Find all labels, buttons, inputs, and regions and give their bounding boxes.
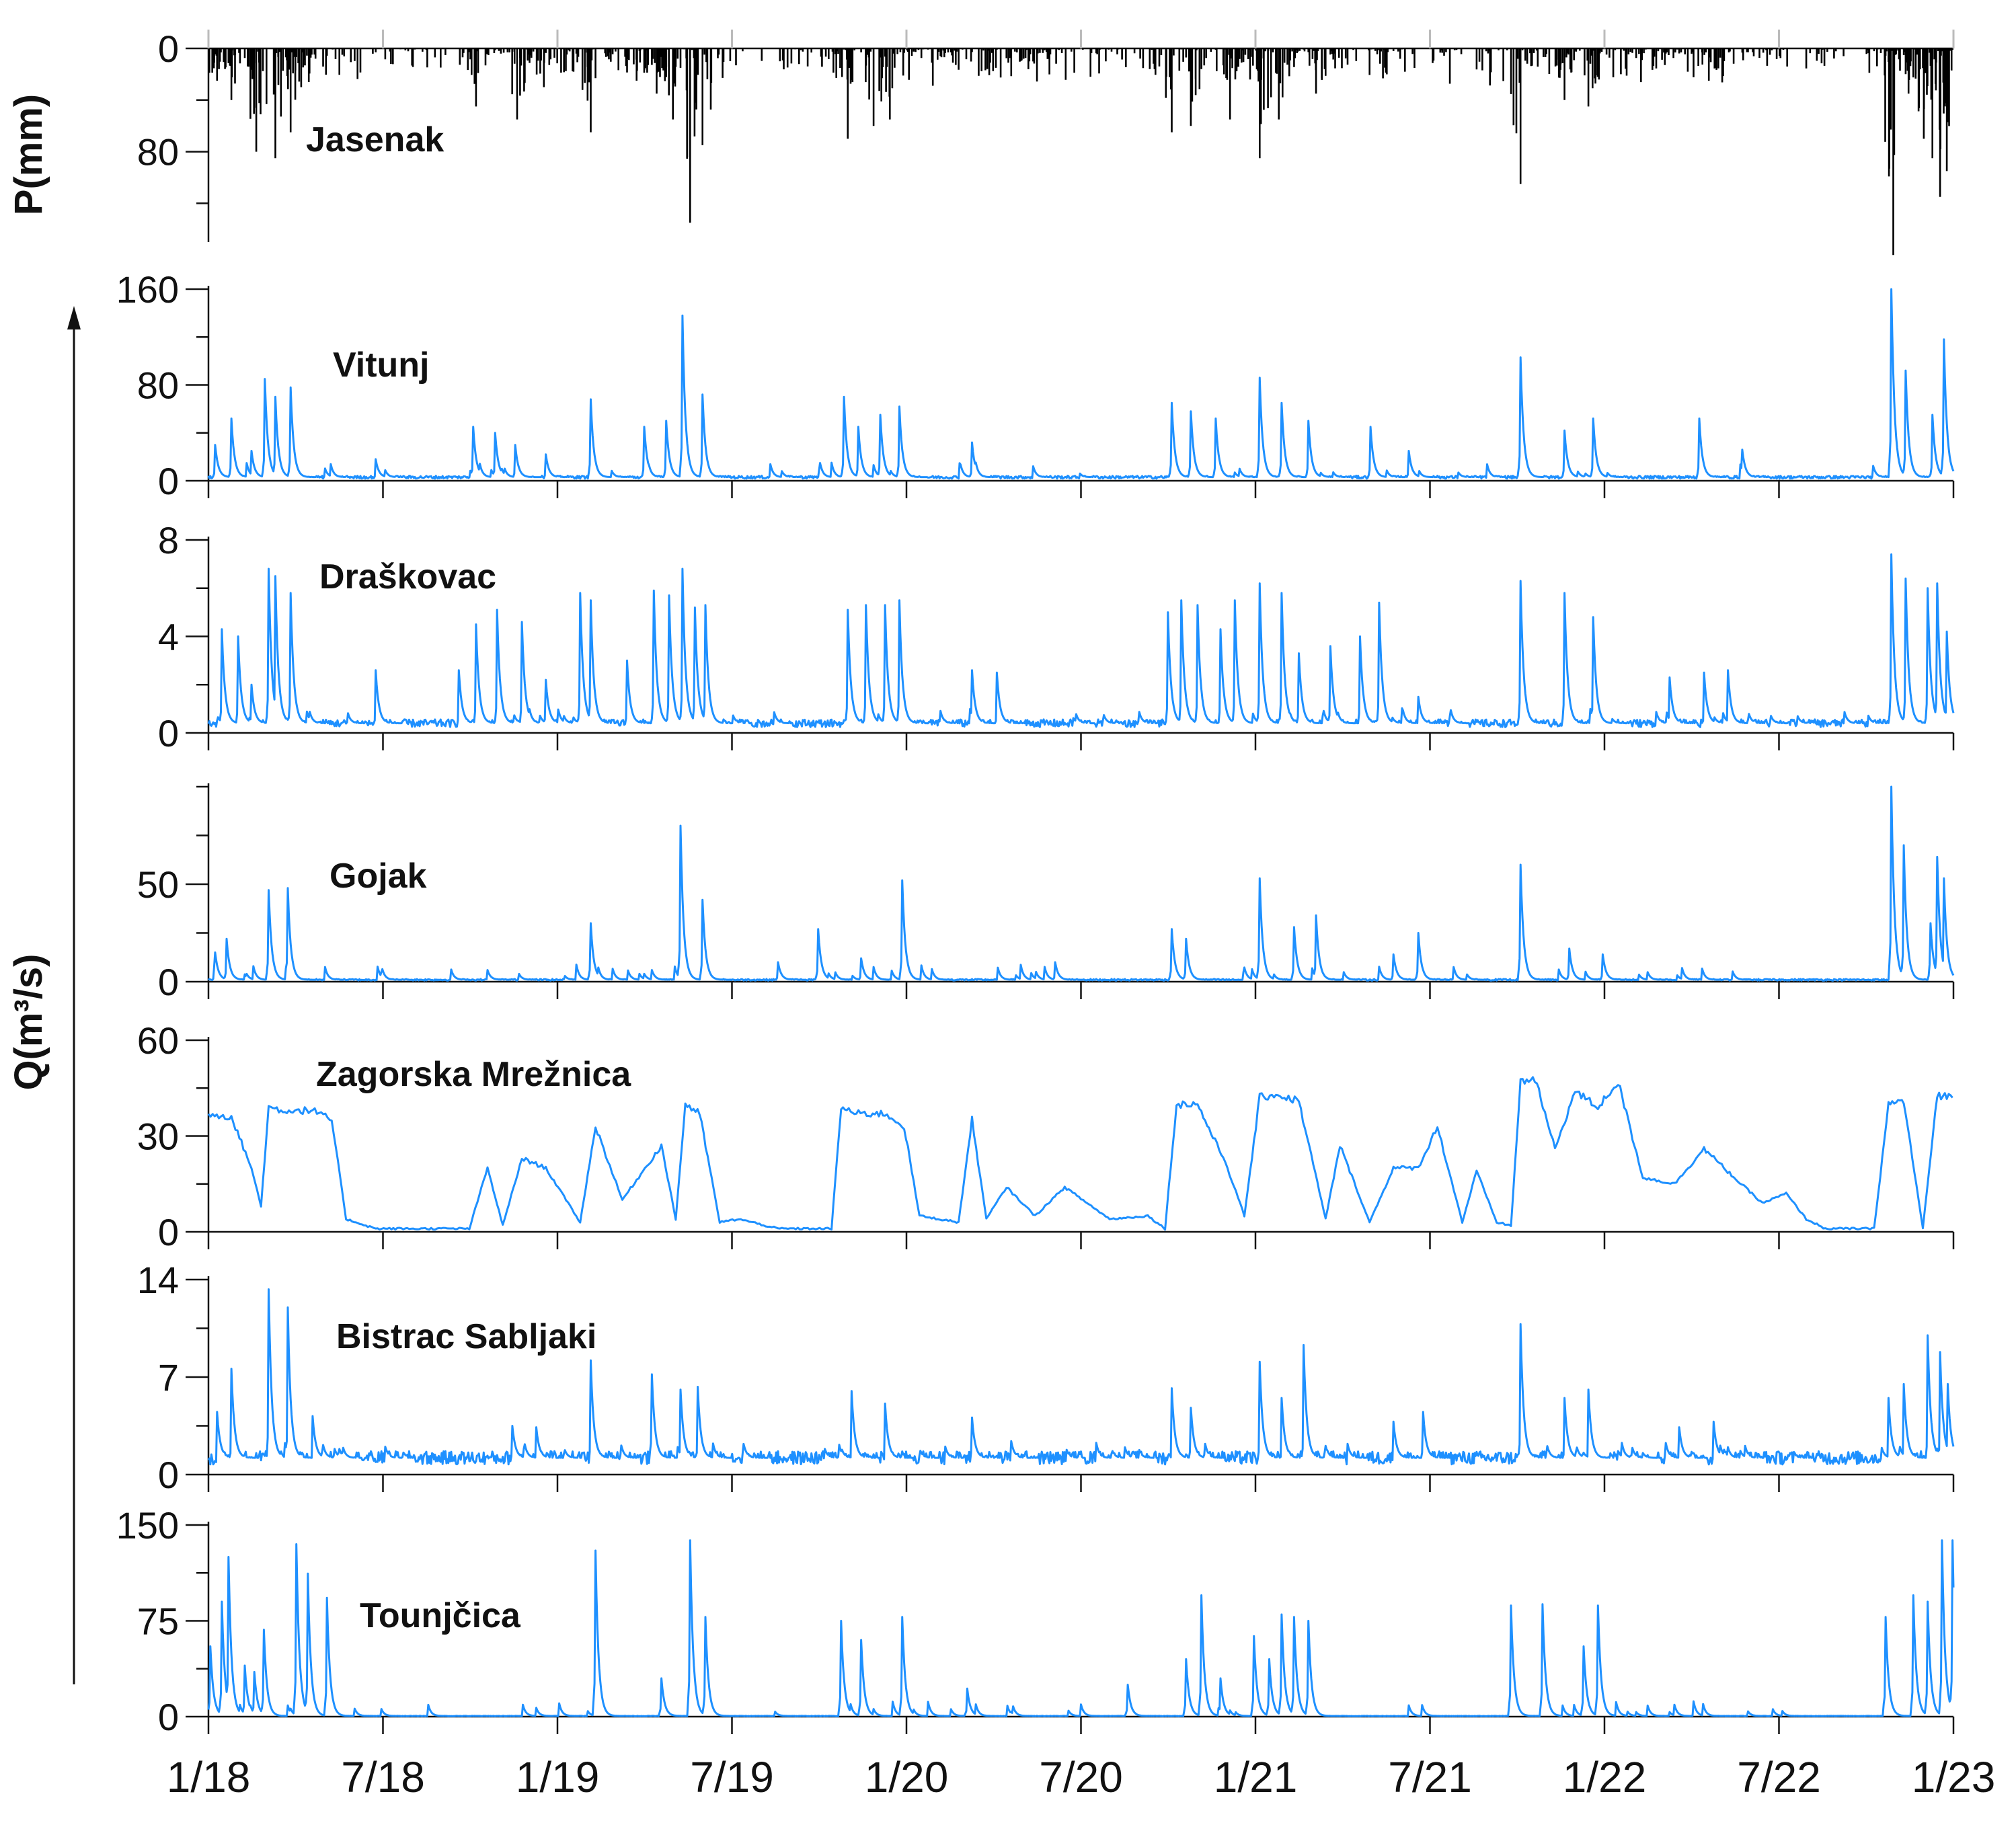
y-tick-label: 0 (158, 961, 179, 1003)
discharge-series-line (207, 288, 1955, 480)
panel-vitunj: 0 80 160 Vitunj (116, 268, 1955, 502)
x-tick-label: 7/18 (341, 1753, 425, 1801)
precipitation-bars (208, 48, 1953, 256)
discharge-axis-title: Q(m³/s) (7, 954, 50, 1091)
station-label: Bistrac Sabljaki (336, 1317, 596, 1356)
y-tick-label: 14 (137, 1259, 179, 1301)
y-tick-label: 8 (158, 519, 179, 561)
x-tick-label: 7/22 (1737, 1753, 1821, 1801)
station-label: Vitunj (333, 346, 429, 385)
x-tick-label: 1/23 (1912, 1753, 1996, 1801)
station-label: Jasenak (306, 120, 444, 159)
y-tick-label: 0 (158, 460, 179, 502)
panel-draškovac: 0 4 8 Draškovac (158, 519, 1955, 754)
shared-x-axis: 1/18 7/18 1/19 7/19 1/20 7/20 1/21 7/21 1/22 7/22… (167, 1753, 1996, 1801)
panel-jasenak: 0 80 Jasenak (137, 28, 1955, 256)
y-tick-label: 7 (158, 1356, 179, 1399)
x-tick-label: 1/18 (167, 1753, 251, 1801)
discharge-series-line (207, 785, 1955, 982)
discharge-axis-arrow-head (67, 306, 81, 329)
y-tick-label: 4 (158, 616, 179, 658)
y-tick-label: 160 (116, 268, 179, 311)
station-label: Draškovac (319, 557, 496, 596)
x-tick-label: 7/19 (690, 1753, 774, 1801)
panels: 0 80 Jasenak 0 80 160 Vitunj 0 4 8 Draškovac 0 50 Goj… (116, 28, 1955, 1738)
y-tick-label: 80 (137, 364, 179, 407)
panel-tounjčica: 0 75 150 Tounjčica (116, 1504, 1955, 1738)
x-tick-label: 7/21 (1388, 1753, 1472, 1801)
y-tick-label: 75 (137, 1600, 179, 1643)
discharge-series-line (207, 553, 1955, 728)
y-tick-label: 0 (158, 1696, 179, 1738)
y-tick-label: 0 (158, 712, 179, 754)
y-tick-label: 0 (158, 1211, 179, 1253)
discharge-series-line (207, 1539, 1955, 1717)
x-tick-label: 1/21 (1214, 1753, 1298, 1801)
y-tick-label: 0 (158, 28, 179, 70)
y-tick-label: 30 (137, 1116, 179, 1158)
discharge-series-line (207, 1288, 1955, 1466)
panel-gojak: 0 50 Gojak (137, 783, 1955, 1003)
station-label: Tounjčica (360, 1596, 521, 1635)
station-label: Gojak (329, 857, 427, 896)
x-tick-label: 7/20 (1039, 1753, 1123, 1801)
precipitation-axis-title: P(mm) (7, 94, 50, 215)
station-label: Zagorska Mrežnica (316, 1055, 631, 1094)
y-tick-label: 0 (158, 1454, 179, 1496)
panel-zagorska-mrežnica: 0 30 60 Zagorska Mrežnica (137, 1019, 1955, 1253)
x-tick-label: 1/22 (1563, 1753, 1647, 1801)
y-tick-label: 150 (116, 1504, 179, 1547)
y-tick-label: 80 (137, 131, 179, 173)
y-tick-label: 60 (137, 1019, 179, 1062)
x-tick-label: 1/20 (865, 1753, 949, 1801)
panel-bistrac-sabljaki: 0 7 14 Bistrac Sabljaki (137, 1259, 1955, 1496)
discharge-series-line (207, 1076, 1953, 1231)
y-tick-label: 50 (137, 863, 179, 906)
axis-titles: P(mm) Q(m³/s) (7, 94, 81, 1684)
x-tick-label: 1/19 (516, 1753, 600, 1801)
